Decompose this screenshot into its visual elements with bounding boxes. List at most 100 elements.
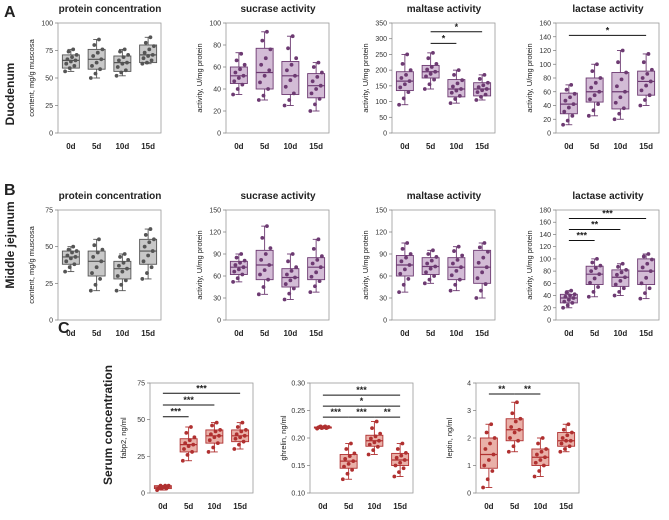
y-tick-label: 150: [375, 83, 387, 90]
data-point: [143, 233, 148, 237]
box-0d: [61, 244, 80, 274]
data-point: [315, 257, 320, 262]
data-point: [517, 427, 522, 432]
y-axis-label: content, mg/g muscosa: [27, 225, 36, 303]
data-point: [509, 425, 514, 429]
data-point: [570, 300, 575, 305]
y-tick-label: 90: [379, 252, 387, 259]
plot-frame: [225, 209, 330, 321]
data-point: [72, 64, 77, 68]
box-0d: [395, 241, 414, 295]
data-point: [340, 477, 345, 482]
data-point: [648, 269, 653, 274]
data-point: [393, 463, 398, 468]
y-tick-label: 0.15: [291, 463, 305, 470]
data-point: [237, 442, 241, 447]
y-tick-label: 0: [547, 318, 551, 325]
x-category-label: 15d: [309, 329, 323, 338]
data-point: [425, 261, 430, 266]
data-point: [326, 425, 331, 429]
data-point: [150, 249, 155, 253]
plot-frame: [225, 22, 330, 134]
x-category-label: 5d: [590, 329, 599, 338]
data-point: [373, 434, 378, 439]
data-point: [342, 464, 346, 469]
data-point: [70, 250, 74, 255]
data-point: [615, 272, 619, 277]
data-point: [593, 266, 598, 270]
data-point: [558, 449, 563, 454]
box-10d: [113, 47, 132, 78]
data-point: [146, 253, 151, 258]
x-category-label: 15d: [309, 142, 323, 151]
data-point: [426, 56, 431, 61]
significance-label: ***: [356, 407, 367, 417]
data-point: [566, 297, 571, 302]
data-point: [288, 78, 293, 83]
data-point: [616, 60, 620, 65]
chart-title: maltase activity: [407, 191, 482, 202]
data-point: [398, 85, 403, 90]
data-point: [590, 260, 595, 265]
data-point: [564, 438, 569, 443]
panel-letter-a: A: [4, 4, 16, 21]
box-15d: [139, 35, 158, 66]
data-point: [407, 263, 412, 267]
data-point: [318, 83, 323, 88]
data-point: [399, 76, 404, 80]
data-point: [262, 73, 267, 78]
data-point: [560, 436, 565, 440]
data-point: [392, 474, 397, 479]
data-point: [429, 258, 434, 263]
data-point: [218, 428, 223, 432]
data-point: [565, 303, 570, 308]
x-category-label: 10d: [367, 502, 381, 511]
data-point: [650, 257, 654, 262]
data-point: [621, 106, 626, 111]
data-point: [240, 82, 245, 87]
data-point: [540, 436, 545, 440]
data-point: [563, 294, 568, 299]
data-point: [63, 269, 67, 274]
x-category-label: 15d: [141, 329, 155, 338]
data-point: [377, 438, 381, 443]
data-point: [623, 89, 627, 94]
significance-label: ***: [170, 407, 181, 417]
data-point: [565, 118, 570, 123]
data-point: [570, 113, 575, 118]
data-point: [285, 272, 289, 277]
data-point: [613, 282, 618, 287]
data-point: [241, 265, 246, 270]
box-10d: [205, 420, 224, 454]
y-axis-label: leptin, ng/ml: [445, 417, 454, 458]
data-point: [318, 265, 323, 270]
data-point: [399, 259, 404, 264]
data-point: [115, 274, 120, 278]
y-tick-label: 25: [137, 454, 145, 461]
data-point: [310, 261, 315, 266]
data-point: [645, 71, 650, 76]
y-tick-label: 40: [543, 293, 551, 300]
data-point: [91, 255, 96, 259]
data-point: [148, 227, 153, 231]
data-point: [402, 458, 407, 462]
data-point: [98, 277, 102, 281]
row-label-jejunum: Middle jejunum: [3, 201, 17, 288]
data-point: [488, 441, 492, 446]
data-point: [483, 447, 488, 451]
y-tick-label: 0: [467, 491, 471, 498]
data-point: [433, 69, 438, 74]
y-tick-label: 250: [375, 52, 387, 59]
data-point: [97, 37, 101, 42]
data-point: [612, 293, 617, 298]
data-point: [485, 477, 490, 482]
box-0d: [479, 422, 498, 490]
data-point: [126, 257, 131, 262]
data-point: [453, 282, 458, 287]
data-point: [114, 73, 119, 78]
data-point: [422, 87, 427, 91]
data-point: [648, 79, 653, 84]
data-point: [432, 274, 436, 278]
data-point: [236, 267, 241, 272]
y-tick-label: 0: [49, 131, 53, 138]
